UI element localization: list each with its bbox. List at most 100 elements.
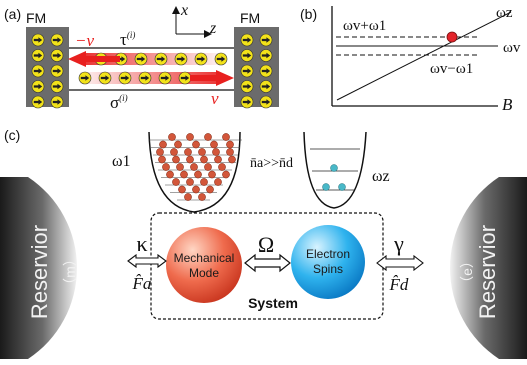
- electron-spin-icon: [158, 71, 172, 85]
- panel-a: (a) FM FM x z τ(i) −v v σ(i): [4, 2, 279, 112]
- spin-arrow: [261, 99, 271, 105]
- lead-spin-icon: [259, 49, 273, 62]
- lead-spin-icon: [50, 64, 64, 78]
- phonon-dot: [214, 178, 222, 186]
- phonon-dot: [156, 148, 164, 156]
- mechanical-mode-label-line1: Mechanical: [174, 251, 235, 265]
- lead-spin-icon: [259, 80, 273, 93]
- lead-right-label: FM: [240, 10, 260, 26]
- spin-population-dot: [322, 183, 330, 191]
- electron-spin-icon: [154, 52, 168, 66]
- velocity-left-label: −v: [75, 31, 94, 50]
- electron-spin-icon: [194, 52, 208, 66]
- electron-spin-icon: [98, 71, 112, 85]
- phonon-dot: [204, 163, 212, 171]
- lead-spin-icon: [31, 33, 45, 47]
- lead-spin-icon: [31, 80, 45, 93]
- right-velocity-arrow: [190, 70, 234, 86]
- panel-b-label: (b): [300, 6, 317, 22]
- phonon-dot: [180, 170, 188, 179]
- lead-spin-icon: [240, 49, 254, 62]
- reservoir-right: [449, 177, 527, 359]
- spin-arrow: [176, 56, 186, 62]
- panel-c-label: (c): [4, 127, 20, 143]
- phonon-dot: [228, 155, 236, 164]
- omega-coupling-label: Ω: [258, 232, 274, 257]
- lead-spin-icon: [240, 95, 254, 109]
- system-label: System: [248, 295, 298, 311]
- phonon-dot: [212, 148, 220, 156]
- panel-b-x-label: B: [502, 95, 513, 114]
- lead-spin-icon: [31, 95, 45, 109]
- electron-spin-icon: [78, 71, 92, 85]
- zeeman-line: [336, 11, 512, 101]
- spin-arrow: [33, 68, 43, 74]
- upper-line-label: ωv+ω1: [343, 18, 386, 34]
- phonon-dot: [184, 148, 192, 156]
- reservoir-left-label: Reservior: [27, 225, 52, 319]
- electron-spin-icon: [178, 71, 192, 85]
- tau-superscript: (i): [127, 30, 136, 40]
- phonon-dot: [186, 178, 194, 186]
- lead-spin-icon: [259, 33, 273, 47]
- sigma-superscript: (i): [119, 93, 128, 103]
- system-box: [150, 212, 384, 320]
- spin-arrow: [242, 52, 252, 59]
- electron-spin-icon: [138, 71, 152, 85]
- electron-spin-icon: [174, 52, 188, 66]
- sigma-symbol: σ: [110, 93, 119, 112]
- lead-spin-icon: [31, 64, 45, 78]
- omega-coupling-arrow: [244, 253, 291, 273]
- lead-left-spins: [31, 33, 64, 109]
- spin-arrow: [52, 99, 62, 105]
- phonon-dot: [178, 185, 186, 194]
- spin-arrow: [261, 37, 271, 43]
- electron-spin-icon: [214, 52, 228, 66]
- lead-spin-icon: [50, 49, 64, 62]
- phonon-dot: [184, 193, 192, 201]
- spin-arrow: [242, 83, 252, 90]
- velocity-right-label: v: [211, 89, 219, 108]
- spin-arrow: [52, 52, 62, 59]
- lead-spin-icon: [50, 95, 64, 109]
- ferromagnet-right: [234, 27, 279, 107]
- phonon-dot: [186, 133, 194, 141]
- omega-v-label: ωv: [503, 40, 521, 56]
- force-d-label: F̂d: [389, 275, 409, 294]
- spin-arrow: [242, 68, 252, 74]
- spin-arrow: [33, 37, 43, 43]
- phonon-dot: [162, 163, 170, 171]
- phonon-dot: [208, 170, 216, 179]
- spin-arrow: [216, 56, 226, 62]
- phonon-dot: [198, 148, 206, 156]
- spin-arrow: [180, 75, 190, 81]
- phonon-dot: [186, 155, 194, 164]
- axis-x-label: x: [180, 2, 188, 19]
- kappa-label: κ: [136, 231, 147, 256]
- sigma-label: σ(i): [110, 93, 128, 112]
- lead-spin-icon: [259, 95, 273, 109]
- electron-spins-label-line2: Spins: [313, 262, 343, 276]
- phonon-dot: [226, 148, 234, 156]
- omega-z-label: ωz: [496, 5, 513, 21]
- mechanical-mode-label-line2: Mode: [189, 266, 219, 280]
- phonon-dot: [214, 155, 222, 164]
- phonon-dot: [194, 170, 202, 179]
- spin-arrow: [33, 99, 43, 105]
- lead-spin-icon: [50, 80, 64, 93]
- lead-spin-icon: [31, 49, 45, 62]
- spin-arrow: [242, 99, 252, 105]
- phonon-dot: [174, 140, 182, 149]
- spin-arrow: [120, 75, 130, 81]
- spin-arrow: [100, 75, 110, 81]
- phonon-dot: [198, 193, 206, 201]
- phonon-dot: [206, 185, 214, 194]
- lead-spin-icon: [259, 64, 273, 78]
- lead-spin-icon: [240, 80, 254, 93]
- reservoir-left: [0, 177, 78, 359]
- phonon-dot: [158, 155, 166, 164]
- panel-a-label: (a): [4, 6, 21, 22]
- spin-arrow: [156, 56, 166, 62]
- gamma-coupling-arrow: [376, 254, 424, 272]
- phonon-dot: [200, 155, 208, 164]
